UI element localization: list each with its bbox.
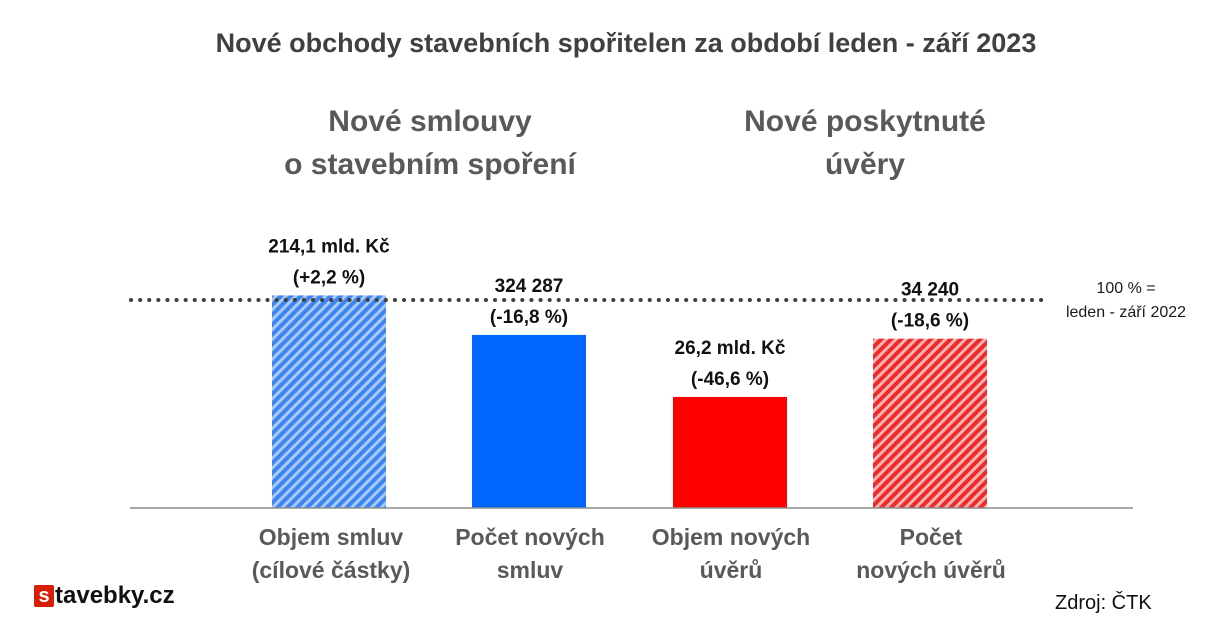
bar-pocet-smluv	[472, 334, 586, 508]
bar-objem-uveru	[673, 396, 787, 508]
logo-s-badge: s	[34, 585, 54, 607]
data-label-objem-uveru-1: 26,2 mld. Kč	[675, 338, 786, 359]
source-note: Zdroj: ČTK	[1055, 592, 1152, 614]
data-label-pocet-uveru-2: (-18,6 %)	[891, 311, 969, 332]
category-label-pocet-uveru: Počet nových úvěrů	[856, 524, 1006, 583]
category-label-pocet-smluv: Počet nových smluv	[455, 524, 605, 583]
bar-pocet-uveru	[873, 338, 987, 508]
data-label-pocet-uveru-1: 34 240	[901, 280, 959, 301]
data-label-pocet-smluv-1: 324 287	[495, 276, 564, 297]
category-label-objem-smluv: Objem smluv (cílové částky)	[251, 524, 411, 583]
data-label-objem-smluv-2: (+2,2 %)	[293, 267, 365, 288]
data-label-pocet-smluv-2: (-16,8 %)	[490, 307, 568, 328]
data-label-objem-smluv-1: 214,1 mld. Kč	[268, 236, 390, 257]
logo-text: tavebky.cz	[55, 582, 175, 609]
bar-objem-smluv	[272, 295, 386, 508]
reference-line-label: 100 % = leden - září 2022	[1065, 280, 1187, 321]
chart-title: Nové obchody stavebních spořitelen za ob…	[215, 28, 1037, 58]
group-heading-contracts: Nové smlouvy o stavebním spoření	[284, 105, 576, 181]
data-label-objem-uveru-2: (-46,6 %)	[691, 369, 769, 390]
stavebky-logo: s tavebky.cz	[34, 581, 175, 611]
category-label-objem-uveru: Objem nových úvěrů	[651, 524, 811, 583]
group-heading-loans: Nové poskytnuté úvěry	[744, 105, 986, 181]
